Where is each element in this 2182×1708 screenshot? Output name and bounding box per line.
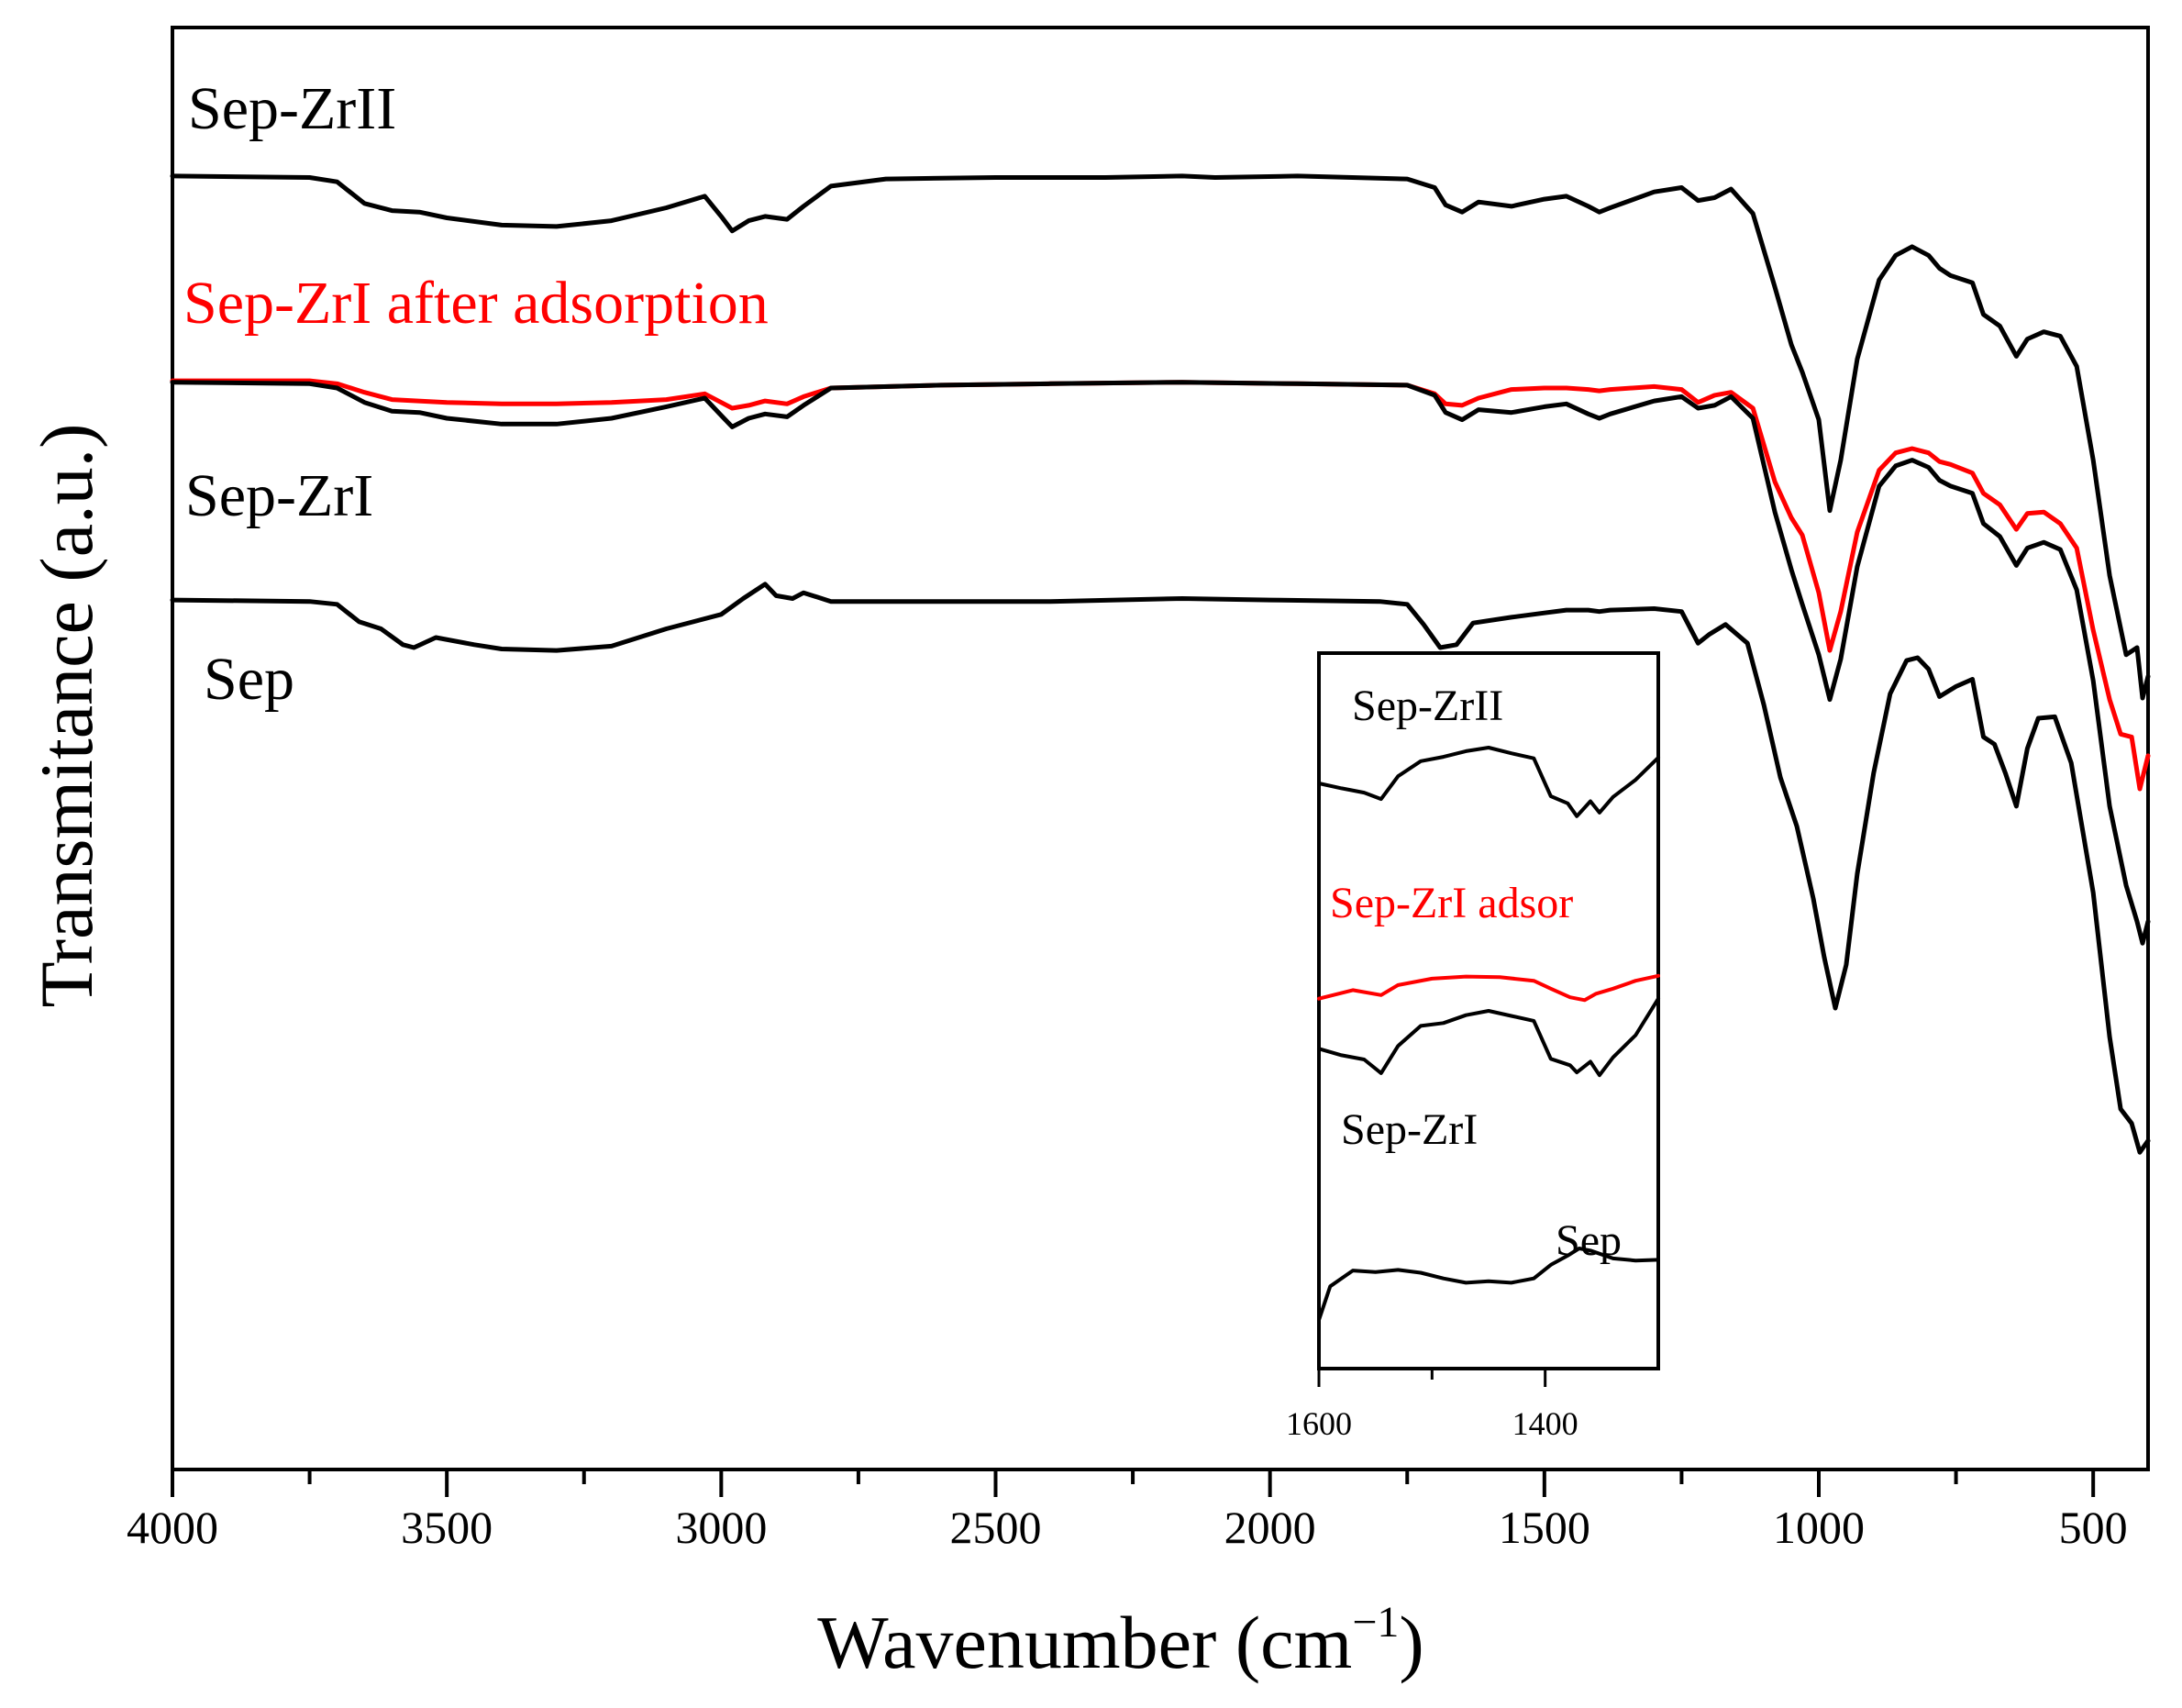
main-series [170,173,2151,1155]
x-tick-label: 1500 [1499,1502,1590,1553]
x-tick-label: 2000 [1224,1502,1316,1553]
inset-x-ticks: 1600 1400 [1286,1369,1578,1442]
series-line-sep-zrii [170,173,2151,701]
inset-series-label-sep-zri-adsor: Sep-ZrI adsor [1330,879,1573,927]
x-tick-label: 3000 [675,1502,767,1553]
main-x-ticks: 4000 3500 3000 2500 2000 1500 1000 500 [127,1470,2128,1553]
inset-series-line-sep-zri [1317,996,1660,1078]
x-axis-label-close: ) [1399,1601,1423,1684]
inset-series-labels: Sep-ZrII Sep-ZrI adsor Sep-ZrI Sep [1330,682,1622,1265]
series-label-sep: Sep [204,646,294,713]
x-tick-label: 2500 [950,1502,1042,1553]
inset-series-line-sep [1317,1247,1660,1322]
series-label-sep-zri: Sep-ZrI [185,462,373,529]
series-line-sep-zri [170,380,2151,946]
inset-series-label-sep-zri: Sep-ZrI [1341,1105,1478,1154]
main-plot-frame [171,26,2150,1471]
inset-series-line-sep-zrii [1317,746,1660,818]
inset-series-line-sep-zri-adsor [1317,973,1660,1003]
x-axis-label-superscript: −1 [1352,1598,1399,1647]
x-axis-label: Wavenumber (cm−1) [817,1598,1423,1684]
main-series-labels: Sep-ZrII Sep-ZrI after adsorption Sep-ZrI S… [183,75,769,713]
inset-x-tick-label: 1600 [1286,1405,1352,1442]
x-tick-label: 4000 [127,1502,218,1553]
inset-series [1317,746,1660,1322]
main-plot: 4000 3500 3000 2500 2000 1500 1000 500 Sep-ZrII… [25,26,2151,1684]
series-label-sep-zri-after-adsorption: Sep-ZrI after adsorption [183,270,769,337]
x-tick-label: 1000 [1773,1502,1865,1553]
x-axis-label-text: Wavenumber (cm [817,1601,1352,1684]
y-axis-label: Transmitance (a.u.) [25,424,108,1008]
inset-plot: 1600 1400 Sep-ZrII Sep-ZrI adsor Sep-ZrI Sep [1286,651,1660,1442]
x-tick-label: 3500 [401,1502,493,1553]
inset-x-tick-label: 1400 [1512,1405,1578,1442]
inset-series-label-sep-zrii: Sep-ZrII [1352,682,1503,730]
series-label-sep-zrii: Sep-ZrII [188,75,396,142]
inset-series-label-sep: Sep [1556,1216,1622,1265]
series-line-sep-zri-after-adsorption [170,378,2151,792]
series-line-sep [170,582,2151,1155]
x-tick-label: 500 [2059,1502,2128,1553]
